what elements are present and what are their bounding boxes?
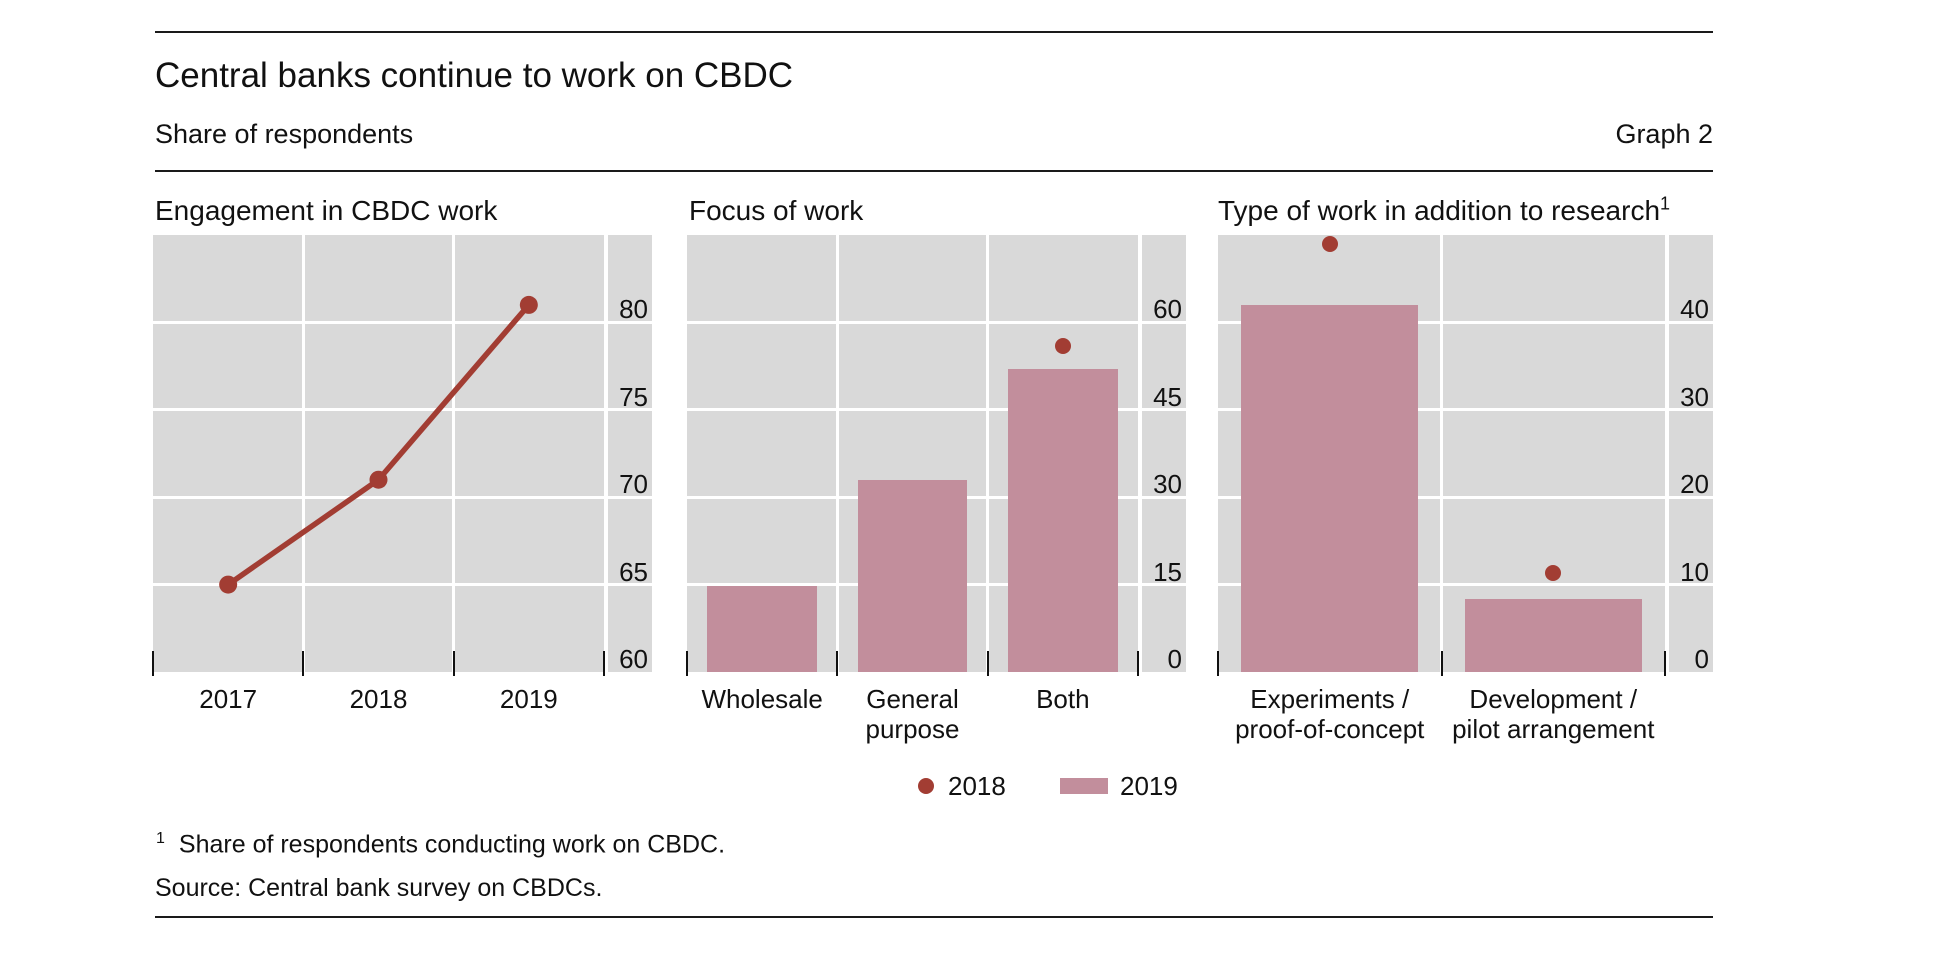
panel-title-type-of-work: Type of work in addition to research1 [1218,193,1671,226]
x-axis-tick [1440,651,1443,676]
y-axis-label: 70 [619,469,648,500]
bar-development-pilot-arrangement-2019 [1464,599,1642,672]
x-axis-label: Wholesale [701,684,823,714]
panel-title-engagement: Engagement in CBDC work [155,195,498,226]
footnote: 1 Share of respondents conducting work on… [156,825,725,858]
bottom-rule [155,916,1713,918]
x-axis-label: Both [1036,684,1090,714]
panel-title-focus: Focus of work [689,195,864,226]
dot-development-pilot-arrangement-2018 [1545,565,1562,582]
x-axis-label: General [866,684,959,714]
legend-2018-label: 2018 [948,771,1006,801]
y-axis-label: 65 [619,556,648,587]
engagement-line-series [219,295,538,594]
header-rule [155,170,1713,172]
gridline [687,320,1186,324]
y-axis-label: 30 [1680,381,1709,412]
gridline [835,235,839,672]
bar-both-2019 [1007,369,1118,672]
source-line: Source: Central bank survey on CBDCs. [155,874,603,902]
x-axis-label: 2019 [499,684,558,714]
dot-experiments-proof-of-concept-2018 [1321,235,1338,252]
footnote-text: Share of respondents conducting work on … [178,830,726,859]
footnote-marker: 1 [156,830,165,847]
x-axis-tick [1664,651,1666,676]
y-axis-label: 80 [619,294,648,325]
legend-2019-label: 2019 [1120,771,1178,801]
x-axis-tick [452,651,455,676]
point-2019 [519,295,538,314]
gridline [153,408,652,412]
y-axis-label: 60 [1153,294,1182,325]
gridline [986,235,990,672]
x-axis-label: pilot arrangement [1452,714,1655,744]
x-axis-tick [603,651,605,676]
dot-both-2018 [1054,337,1071,354]
legend-2019-bar-swatch [1060,778,1108,794]
gridline [153,320,652,324]
y-axis-label: 40 [1680,294,1709,325]
gridline [153,583,652,587]
bar-general-purpose-2019 [857,479,968,672]
line-path [226,303,531,587]
gridline [1440,235,1443,672]
legend-2018-dot-marker [918,778,934,794]
gridline [1218,495,1713,499]
y-axis-label: 75 [619,381,648,412]
gridline [452,235,456,672]
x-axis-tick [1137,651,1139,676]
point-2018 [369,470,388,489]
x-axis-label: Development / [1469,684,1638,714]
gridline [301,235,305,672]
top-rule [155,31,1713,33]
y-axis-label: 0 [1694,644,1709,674]
gridline [153,495,652,499]
chart-subtitle: Share of respondents [155,119,414,149]
y-axis-label: 10 [1680,556,1709,587]
x-axis-label: purpose [865,714,960,744]
y-axis-label-strip [608,235,652,672]
x-axis-label: Experiments / [1250,684,1410,714]
x-axis-tick [152,651,154,676]
y-axis-label: 60 [619,644,648,674]
y-axis-label: 30 [1153,469,1182,500]
y-axis-label-strip [1142,235,1186,672]
y-axis-label: 20 [1680,469,1709,500]
point-2017 [219,575,238,594]
graph-number-label: Graph 2 [1615,119,1713,149]
bar-experiments-proof-of-concept-2019 [1241,304,1419,672]
bar-wholesale-2019 [707,585,818,672]
x-axis-tick [686,651,688,676]
x-axis-tick [836,651,839,676]
x-axis-tick [1217,651,1219,676]
page-title: Central banks continue to work on CBDC [155,56,794,95]
x-axis-tick [986,651,989,676]
y-axis-label: 0 [1167,644,1182,674]
gridline [1218,408,1713,412]
gridline [687,408,1186,412]
x-axis-label: 2017 [199,684,258,714]
gridline [1218,320,1713,324]
y-axis-label-strip [1669,235,1713,672]
y-axis-label: 45 [1153,381,1182,412]
x-axis-label: proof-of-concept [1235,714,1425,744]
y-axis-label: 15 [1153,556,1182,587]
x-axis-label: 2018 [349,684,408,714]
x-axis-tick [302,651,305,676]
gridline [1218,583,1713,587]
